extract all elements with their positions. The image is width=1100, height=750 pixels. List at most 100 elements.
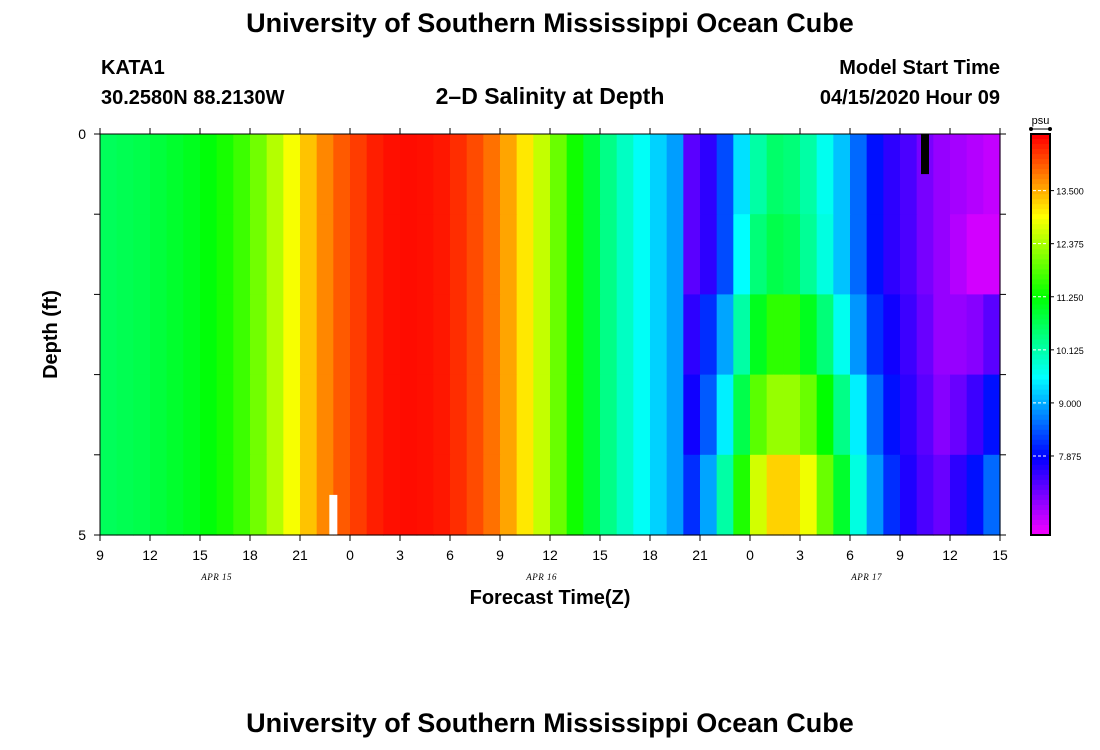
heatmap-cell xyxy=(883,374,901,456)
heatmap-cell xyxy=(166,374,184,456)
heatmap-cell xyxy=(100,374,118,456)
heatmap-cell xyxy=(683,294,701,376)
colorbar-segment xyxy=(1031,354,1050,361)
heatmap-cell xyxy=(516,134,534,215)
heatmap-cell xyxy=(350,134,368,215)
x-tick-label: 21 xyxy=(292,547,308,563)
heatmap-cell xyxy=(233,454,251,536)
heatmap-cell xyxy=(250,294,268,376)
heatmap-cell xyxy=(866,454,884,536)
heatmap-cell xyxy=(266,374,284,456)
heatmap-cell xyxy=(533,374,551,456)
heatmap-cell xyxy=(200,294,218,376)
heatmap-cell xyxy=(433,294,451,376)
heatmap-cell xyxy=(583,374,601,456)
heatmap-cell xyxy=(333,294,351,376)
heatmap-cell xyxy=(800,214,818,295)
heatmap-cell xyxy=(550,374,568,456)
heatmap-cell xyxy=(966,294,984,376)
heatmap-cell xyxy=(133,214,151,295)
heatmap-cell xyxy=(250,454,268,536)
colorbar-segment xyxy=(1031,169,1050,175)
heatmap-cell xyxy=(800,454,818,536)
heatmap-cell xyxy=(366,454,384,536)
heatmap-cell xyxy=(716,294,734,376)
heatmap-cell xyxy=(966,374,984,456)
heatmap-cell xyxy=(233,374,251,456)
heatmap-cell xyxy=(533,134,551,215)
heatmap-cell xyxy=(866,214,884,295)
colorbar-tick-label: 13.500 xyxy=(1056,187,1084,197)
heatmap-cell xyxy=(700,294,718,376)
colorbar-segment xyxy=(1031,504,1050,511)
station-id: KATA1 xyxy=(101,57,165,79)
heatmap-cell xyxy=(633,454,651,536)
heatmap-cell xyxy=(883,454,901,536)
heatmap-cell xyxy=(616,214,634,295)
colorbar-segment xyxy=(1031,494,1050,501)
heatmap-cell xyxy=(250,214,268,295)
heatmap-cell xyxy=(150,454,168,536)
heatmap-cell xyxy=(316,294,334,376)
heatmap-cell xyxy=(966,214,984,295)
heatmap-cell xyxy=(900,454,918,536)
heatmap-cell xyxy=(616,294,634,376)
heatmap-cell xyxy=(750,214,768,295)
heatmap-cell xyxy=(700,454,718,536)
colorbar-segment xyxy=(1031,254,1050,260)
heatmap-cell xyxy=(483,374,501,456)
heatmap-cell xyxy=(483,134,501,215)
colorbar-segment xyxy=(1031,509,1050,516)
heatmap-cell xyxy=(266,134,284,215)
heatmap-cell xyxy=(900,214,918,295)
x-tick-label: 0 xyxy=(746,547,754,563)
colorbar-segment xyxy=(1031,159,1050,165)
colorbar-segment xyxy=(1031,439,1050,446)
x-tick-label: 21 xyxy=(692,547,708,563)
colorbar-segment xyxy=(1031,499,1050,506)
black-marker xyxy=(921,134,929,175)
heatmap-cell xyxy=(666,214,684,295)
heatmap-cell xyxy=(616,134,634,215)
heatmap-cell xyxy=(566,454,584,536)
heatmap-cell xyxy=(400,374,418,456)
colorbar-segment xyxy=(1031,174,1050,180)
colorbar-segment xyxy=(1031,324,1050,331)
x-tick-label: 9 xyxy=(496,547,504,563)
heatmap-cell xyxy=(516,454,534,536)
heatmap-cell xyxy=(683,374,701,456)
heatmap-cell xyxy=(316,214,334,295)
heatmap-cell xyxy=(100,134,118,215)
heatmap-cell xyxy=(133,454,151,536)
heatmap-cell xyxy=(950,374,968,456)
colorbar: 7.875 9.000 10.125 11.250 12.375 13.500 xyxy=(1029,127,1084,536)
heatmap-cell xyxy=(366,374,384,456)
heatmap-cell xyxy=(350,294,368,376)
model-start-value: 04/15/2020 Hour 09 xyxy=(819,87,1000,109)
heatmap-cell xyxy=(750,294,768,376)
colorbar-segment xyxy=(1031,234,1050,240)
date-label: APR 16 xyxy=(525,572,557,582)
heatmap-cell xyxy=(150,134,168,215)
heatmap-cell xyxy=(566,374,584,456)
heatmap-cell xyxy=(116,454,134,536)
heatmap-cell xyxy=(783,134,801,215)
heatmap-cell xyxy=(216,134,234,215)
heatmap-cell xyxy=(816,134,834,215)
heatmap-cell xyxy=(733,134,751,215)
x-tick-label: 6 xyxy=(846,547,854,563)
heatmap-cell xyxy=(133,134,151,215)
heatmap-cell xyxy=(416,454,434,536)
colorbar-segment xyxy=(1031,464,1050,471)
date-label: APR 17 xyxy=(850,572,882,582)
heatmap-cell xyxy=(833,454,851,536)
heatmap-cell xyxy=(616,374,634,456)
heatmap-cell xyxy=(416,214,434,295)
heatmap-cell xyxy=(600,374,618,456)
heatmap-cell xyxy=(383,374,401,456)
heatmap-cell xyxy=(483,454,501,536)
colorbar-segment xyxy=(1031,184,1050,190)
heatmap-cell xyxy=(500,374,518,456)
heatmap-cell xyxy=(900,134,918,215)
heatmap-cell xyxy=(683,134,701,215)
